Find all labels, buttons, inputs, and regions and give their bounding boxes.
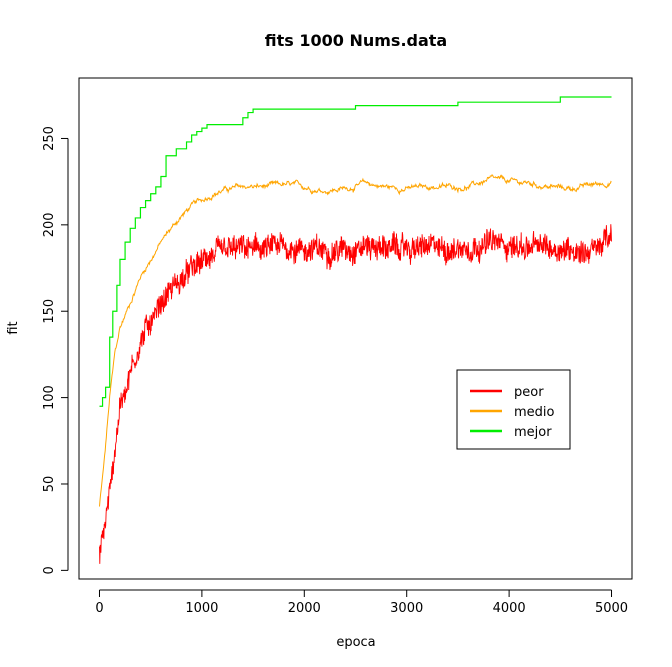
y-tick-label: 0 xyxy=(42,566,57,574)
x-axis-label: epoca xyxy=(336,635,375,650)
x-tick-label: 2000 xyxy=(288,601,321,616)
series-layer xyxy=(99,96,612,564)
legend: peor medio mejor xyxy=(456,369,571,450)
legend-label-mejor: mejor xyxy=(514,425,552,440)
y-axis-label: fit xyxy=(6,321,21,334)
y-tick-label: 50 xyxy=(42,476,57,493)
y-tick-label: 250 xyxy=(42,126,57,151)
x-tick-label: 5000 xyxy=(595,601,628,616)
x-tick-label: 1000 xyxy=(185,601,218,616)
y-tick-label: 200 xyxy=(42,212,57,237)
x-tick-label: 4000 xyxy=(493,601,526,616)
chart-title: fits 1000 Nums.data xyxy=(265,31,447,50)
series-line-peor xyxy=(99,224,612,564)
legend-box xyxy=(456,369,571,450)
x-tick-label: 3000 xyxy=(390,601,423,616)
x-tick-label: 0 xyxy=(95,601,103,616)
series-line-medio xyxy=(99,174,612,507)
legend-label-medio: medio xyxy=(514,405,555,420)
y-tick-label: 150 xyxy=(42,299,57,324)
y-axis: 0 50 100 150 200 250 xyxy=(42,126,69,575)
x-axis: 0 1000 2000 3000 4000 5000 xyxy=(95,589,628,616)
series-line-mejor xyxy=(99,96,612,407)
y-tick-label: 100 xyxy=(42,385,57,410)
plot-frame xyxy=(78,77,633,580)
legend-label-peor: peor xyxy=(514,385,544,400)
